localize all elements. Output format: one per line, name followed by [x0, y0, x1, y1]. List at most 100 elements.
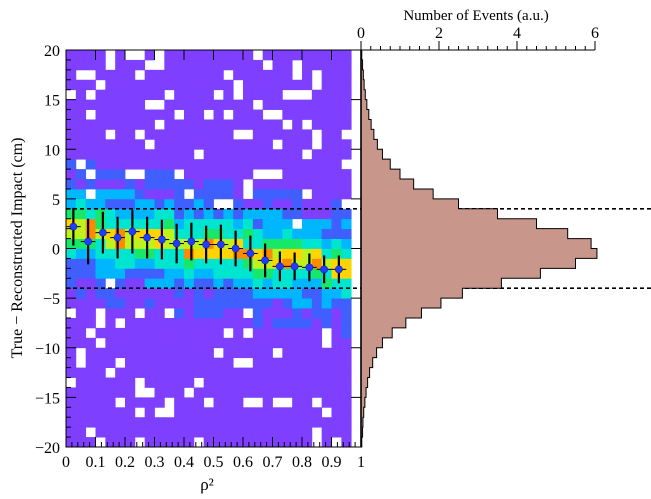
heatmap-cell: [223, 377, 234, 388]
heatmap-cell: [85, 437, 96, 448]
heatmap-cell: [292, 119, 303, 130]
heatmap-cell: [134, 258, 146, 269]
heatmap-cell: [125, 218, 136, 230]
heatmap-cell: [115, 109, 126, 120]
heatmap-cell: [341, 278, 352, 289]
heatmap-cell: [66, 79, 77, 91]
heatmap-cell: [164, 99, 175, 110]
heatmap-cell: [282, 298, 293, 309]
heatmap-cell: [66, 139, 77, 150]
heatmap-cell: [95, 218, 106, 230]
heatmap-cell: [233, 337, 244, 349]
heatmap-cell: [262, 427, 273, 438]
heatmap-cell: [233, 427, 244, 438]
heatmap-cell: [233, 228, 244, 239]
heatmap-cell: [331, 129, 342, 140]
heatmap-cell: [144, 119, 155, 130]
heatmap-cell: [125, 298, 136, 309]
heatmap-cell: [292, 228, 303, 239]
heatmap-cell: [193, 387, 205, 398]
heatmap-cell: [164, 169, 175, 180]
heatmap-cell: [105, 179, 116, 190]
heatmap-cell: [174, 218, 185, 230]
heatmap-cell: [213, 397, 224, 408]
heatmap-cell: [164, 218, 175, 230]
heatmap-cell: [292, 437, 303, 448]
heatmap-cell: [302, 317, 313, 329]
heatmap-cell: [105, 268, 116, 279]
heatmap-cell: [144, 427, 155, 438]
heatmap-cell: [252, 268, 264, 279]
profile-point: [128, 227, 137, 236]
profile-point: [187, 237, 196, 246]
heatmap-cell: [213, 119, 224, 130]
heatmap-cell: [233, 179, 244, 190]
heatmap-cell: [174, 69, 185, 81]
heatmap-cell: [134, 357, 146, 369]
heatmap-cell: [233, 188, 244, 200]
x-tick-label: 0.9: [322, 454, 342, 471]
x-tick-label: 0.8: [292, 454, 312, 471]
heatmap-cell: [262, 198, 273, 210]
heatmap-cell: [174, 298, 185, 309]
heatmap-cell: [125, 317, 136, 329]
heatmap-cell: [85, 387, 96, 398]
heatmap-cell: [154, 327, 165, 339]
heatmap-cell: [272, 417, 283, 428]
heatmap-cell: [302, 109, 313, 120]
heatmap-cell: [292, 139, 303, 150]
heatmap-cell: [331, 59, 342, 71]
heatmap-cell: [203, 119, 214, 130]
heatmap-cell: [252, 179, 264, 190]
heatmap-cell: [321, 278, 332, 289]
heatmap-cell: [75, 407, 87, 418]
heatmap-cell: [105, 357, 116, 369]
heatmap-cell: [184, 258, 195, 269]
heatmap-cell: [213, 258, 224, 269]
x-tick-label: 1: [357, 454, 365, 471]
heatmap-cell: [125, 327, 136, 339]
heatmap-cell: [252, 149, 264, 160]
heatmap-cell: [125, 149, 136, 160]
heatmap-cell: [272, 59, 283, 71]
heatmap-cell: [125, 89, 136, 101]
heatmap-cell: [105, 407, 116, 418]
heatmap-cell: [223, 278, 234, 289]
heatmap-cell: [193, 129, 205, 140]
y-tick-label: −5: [43, 291, 60, 308]
heatmap-cell: [292, 407, 303, 418]
heatmap-cell: [272, 337, 283, 349]
heatmap-cell: [321, 308, 332, 319]
heatmap-cell: [174, 139, 185, 150]
heatmap-cell: [115, 308, 126, 319]
heatmap-cell: [223, 298, 234, 309]
profile-point: [69, 222, 78, 231]
heatmap-cell: [75, 59, 87, 71]
heatmap-cell: [115, 69, 126, 81]
heatmap-cell: [341, 337, 352, 349]
heatmap-cell: [311, 50, 323, 61]
heatmap-cell: [321, 208, 332, 220]
heatmap-cell: [262, 99, 273, 110]
heatmap-cell: [213, 109, 224, 120]
heatmap-cell: [125, 337, 136, 349]
heatmap-cell: [292, 99, 303, 110]
heatmap-cell: [321, 248, 332, 259]
heatmap-cell: [282, 159, 293, 170]
heatmap-cell: [331, 179, 342, 190]
heatmap-cell: [341, 169, 352, 180]
heatmap-cell: [321, 139, 332, 150]
heatmap-cell: [262, 129, 273, 140]
heatmap-cell: [193, 89, 205, 101]
heatmap-cell: [85, 367, 96, 378]
heatmap-cell: [193, 427, 205, 438]
heatmap-cell: [213, 427, 224, 438]
heatmap-cell: [164, 59, 175, 71]
heatmap-cell: [184, 169, 195, 180]
heatmap-cell: [252, 377, 264, 388]
heatmap-cell: [321, 129, 332, 140]
heatmap-cell: [125, 159, 136, 170]
x-tick-label: 0.6: [233, 454, 253, 471]
heatmap-cell: [193, 79, 205, 91]
heatmap-cell: [134, 367, 146, 378]
